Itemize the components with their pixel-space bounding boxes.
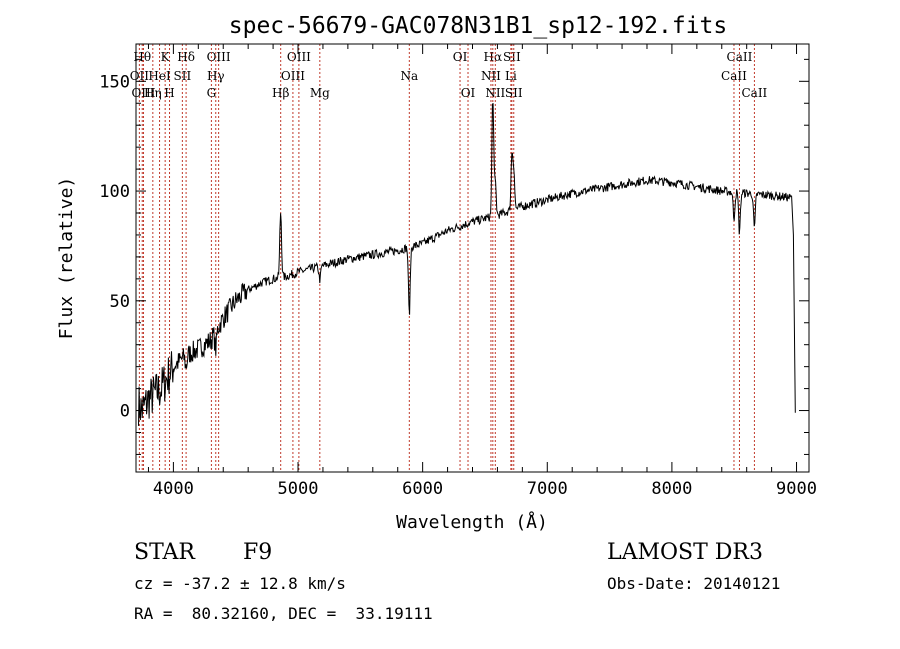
- coordinates-readout: RA = 80.32160, DEC = 33.19111: [134, 604, 433, 623]
- line-marker-label: OIII: [131, 86, 155, 100]
- line-marker-label: SII: [503, 50, 521, 64]
- survey-name: LAMOST DR3: [607, 540, 763, 565]
- line-marker-label: Na: [400, 69, 418, 83]
- line-marker-label: OI: [453, 50, 468, 64]
- line-marker-label: CaII: [741, 86, 767, 100]
- line-marker-label: Hα: [484, 50, 503, 64]
- line-marker-label: Hδ: [177, 50, 195, 64]
- axes: 4000 5000 6000 7000 8000 9000 0 50 100 150: [99, 44, 817, 499]
- spectral-subclass: F9: [243, 540, 273, 565]
- line-marker-label: OI: [461, 86, 476, 100]
- x-tick-label: 9000: [776, 479, 817, 499]
- line-marker-label: Mg: [310, 86, 330, 100]
- line-marker-label: OIII: [281, 69, 305, 83]
- line-marker-label: G: [207, 86, 217, 100]
- spectrum-series: [138, 102, 796, 426]
- line-marker-label: HeI: [148, 69, 171, 83]
- spectrum-line: [138, 102, 796, 426]
- x-axis-label: Wavelength (Å): [396, 511, 548, 533]
- x-tick-label: 7000: [527, 479, 568, 499]
- line-marker-label: SII: [174, 69, 192, 83]
- plot-frame: [135, 43, 810, 473]
- line-marker-label: SII: [505, 86, 523, 100]
- x-tick-label: 4000: [153, 479, 194, 499]
- y-tick-label: 150: [99, 72, 130, 92]
- line-marker-label: OIII: [287, 50, 311, 64]
- line-marker-label: Hβ: [272, 86, 289, 100]
- y-axis-label: Flux (relative): [56, 177, 77, 340]
- line-marker-label: Hθ: [133, 50, 151, 64]
- chart-title: spec-56679-GAC078N31B1_sp12-192.fits: [229, 13, 728, 39]
- y-tick-label: 100: [99, 182, 130, 202]
- line-marker-label: CaII: [727, 50, 753, 64]
- y-tick-label: 50: [110, 292, 130, 312]
- line-marker-label: OIII: [207, 50, 231, 64]
- line-marker-label: K: [161, 50, 171, 64]
- x-tick-label: 8000: [651, 479, 692, 499]
- redshift-readout: cz = -37.2 ± 12.8 km/s: [134, 574, 346, 593]
- object-type: STAR: [134, 540, 195, 565]
- line-marker-label: Li: [505, 69, 517, 83]
- line-marker-label: OII: [130, 69, 150, 83]
- line-marker-label: CaII: [721, 69, 747, 83]
- line-marker-label: H: [164, 86, 174, 100]
- line-marker-label: Hη: [144, 86, 162, 100]
- x-tick-label: 5000: [278, 479, 319, 499]
- x-tick-label: 6000: [402, 479, 443, 499]
- line-marker-label: Hγ: [207, 69, 225, 83]
- y-tick-label: 0: [120, 402, 130, 422]
- observation-date: Obs-Date: 20140121: [607, 574, 781, 593]
- line-marker-label: NII: [481, 69, 501, 83]
- line-marker-label: NII: [485, 86, 505, 100]
